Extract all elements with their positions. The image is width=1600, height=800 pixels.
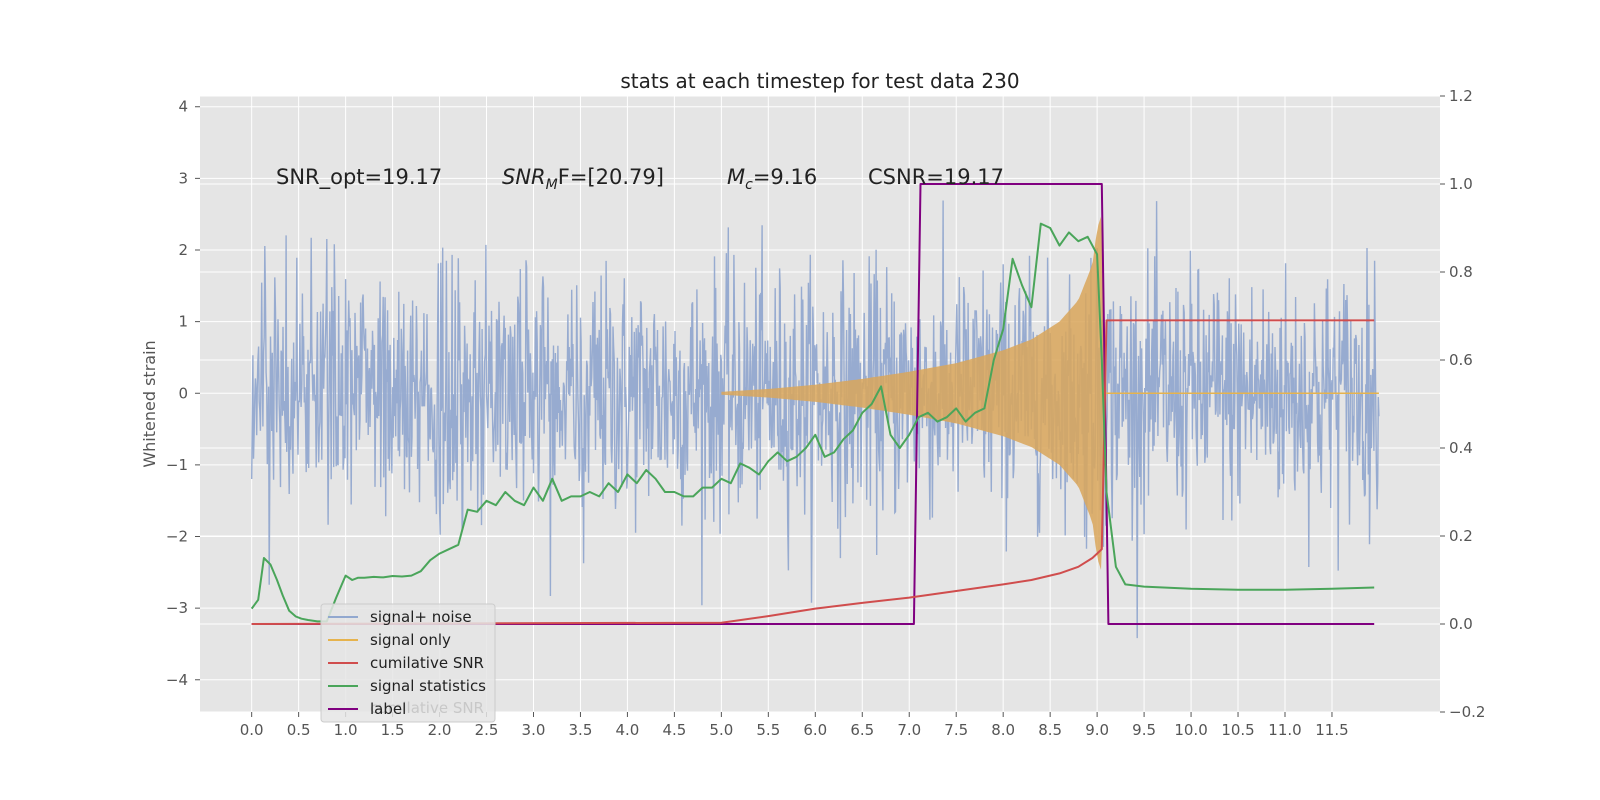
y-tick-label: −2 — [166, 528, 188, 546]
legend-ghost-text: cumilative SNR — [370, 699, 484, 717]
legend-entry-signal-noise: signal+ noise — [370, 608, 472, 626]
y-tick-label: 1 — [178, 313, 188, 331]
x-tick-label: 9.5 — [1132, 721, 1156, 739]
x-tick-label: 8.0 — [991, 721, 1015, 739]
y2-tick-label: 0.0 — [1449, 615, 1473, 633]
x-tick-label: 6.5 — [850, 721, 874, 739]
legend-entry-signal-only: signal only — [370, 631, 451, 649]
x-tick-label: 4.5 — [662, 721, 686, 739]
x-tick-label: 5.5 — [756, 721, 780, 739]
x-tick-label: 1.0 — [334, 721, 358, 739]
x-tick-label: 3.5 — [569, 721, 593, 739]
x-tick-label: 11.0 — [1268, 721, 1301, 739]
annotation-mc-main: M — [727, 165, 745, 189]
y-axis-label: Whitened strain — [140, 340, 159, 467]
x-tick-label: 8.5 — [1038, 721, 1062, 739]
signal-noise-line — [251, 200, 1380, 639]
axes: 0.0 0.5 1.0 1.5 2.0 2.5 3.0 3.5 4.0 4.5 5.0 5.5 6.0 6… — [166, 87, 1486, 739]
legend-entry-label: label — [370, 700, 406, 718]
x-tick-label: 1.5 — [381, 721, 405, 739]
signal-only-series — [721, 216, 1379, 570]
annotation-mc: Mc=9.16 — [727, 165, 817, 193]
x-tick-label: 11.5 — [1315, 721, 1348, 739]
signal-noise-series — [251, 200, 1380, 639]
y-tick-label: 0 — [178, 384, 188, 402]
annotation-snr-mf-sub: M — [546, 177, 558, 193]
y2-tick-label: 1.2 — [1449, 87, 1473, 105]
chart-title: stats at each timestep for test data 230 — [620, 69, 1019, 93]
y-tick-label: 4 — [178, 98, 188, 116]
y2-tick-label: 1.0 — [1449, 175, 1473, 193]
x-tick-label: 10.0 — [1174, 721, 1207, 739]
y2-tick-label: 0.6 — [1449, 351, 1473, 369]
x-tick-label: 7.5 — [944, 721, 968, 739]
x-tick-label: 0.0 — [240, 721, 264, 739]
x-tick-label: 2.0 — [428, 721, 452, 739]
y2-tick-label: 0.2 — [1449, 527, 1473, 545]
x-tick-label: 5.0 — [709, 721, 733, 739]
y2-tick-label: −0.2 — [1449, 703, 1485, 721]
y2-tick-label: 0.8 — [1449, 263, 1473, 281]
annotation-mc-sub: c — [745, 177, 753, 193]
annotation-snr-mf-main: SNR — [502, 165, 546, 189]
y2-tick-label: 0.4 — [1449, 439, 1473, 457]
x-tick-label: 4.0 — [615, 721, 639, 739]
x-tick-label: 7.0 — [897, 721, 921, 739]
y-tick-label: −3 — [166, 599, 188, 617]
annotation-mc-rest: =9.16 — [753, 165, 817, 189]
label-line — [251, 183, 1375, 625]
annotation-csnr: CSNR=19.17 — [868, 165, 1004, 189]
legend: cumilative SNR signal+ noise signal only… — [320, 603, 496, 723]
annotation-snr-mf: SNRMF=[20.79] — [502, 165, 664, 193]
x-tick-label: 10.5 — [1221, 721, 1254, 739]
annotation-snr-mf-rest: F=[20.79] — [558, 165, 664, 189]
signal-only-envelope — [721, 216, 1107, 570]
y-tick-label: −1 — [166, 456, 188, 474]
x-tick-label: 0.5 — [287, 721, 311, 739]
line-series — [250, 183, 1375, 625]
x-tick-label: 3.0 — [522, 721, 546, 739]
legend-box — [320, 603, 496, 723]
y-tick-label: 3 — [178, 169, 188, 187]
y-tick-label: 2 — [178, 241, 188, 259]
legend-entry-signal-statistics: signal statistics — [370, 677, 486, 695]
x-tick-label: 9.0 — [1085, 721, 1109, 739]
annotation-snr-opt: SNR_opt=19.17 — [276, 165, 442, 190]
x-tick-label: 6.0 — [803, 721, 827, 739]
signal-statistics-line — [250, 222, 1375, 623]
legend-entry-cumulative-snr: cumilative SNR — [370, 654, 484, 672]
x-tick-label: 2.5 — [475, 721, 499, 739]
y-tick-label: −4 — [166, 671, 188, 689]
